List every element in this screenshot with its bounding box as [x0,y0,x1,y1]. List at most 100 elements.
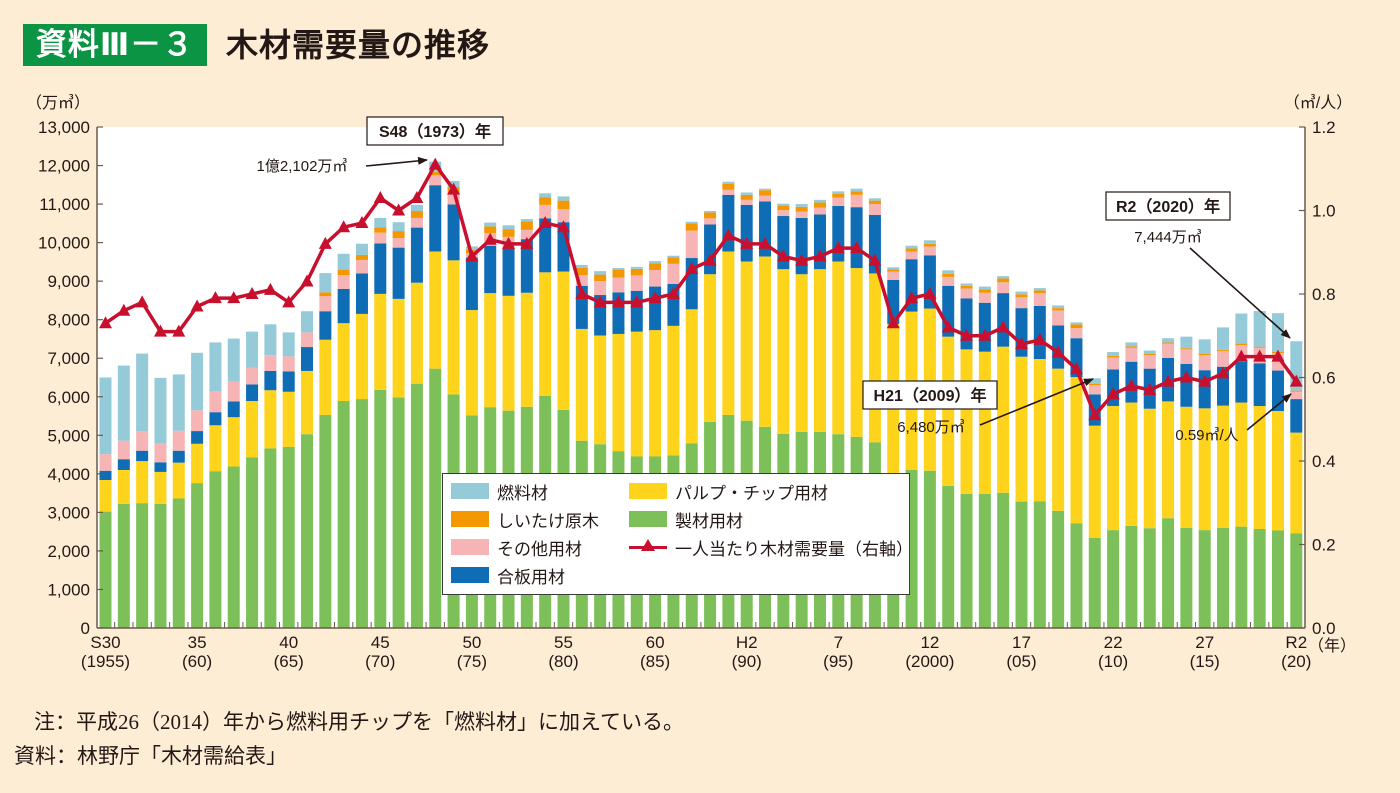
bar-segment-shiitake [612,269,625,278]
bar-stack-2019 [1271,313,1284,628]
bar-segment-fuel [575,264,588,268]
bar-segment-shiitake [429,171,442,176]
bar-segment-shiitake [337,269,350,275]
bar-segment-other [942,276,955,286]
bar-segment-pulp [795,274,808,432]
bar-segment-sawn [355,399,368,628]
bar-segment-fuel [777,203,790,206]
legend-swatch-fuel [451,483,489,499]
arrow-icon [1246,393,1292,431]
legend-item-shiitake: しいたけ原木 [451,509,599,531]
bar-segment-pulp [392,298,405,398]
bar-segment-shiitake [685,223,698,231]
bar-segment-other [1198,355,1211,371]
bar-segment-shiitake [905,248,918,252]
x-tick-label-era: 45 [371,633,390,652]
bar-segment-other [630,275,643,291]
bar-segment-plywood [1015,308,1028,357]
bar-segment-other [1143,355,1156,369]
bar-segment-pulp [1052,368,1065,511]
bar-segment-fuel [1235,313,1248,344]
bar-segment-pulp [154,471,167,504]
bar-segment-fuel [795,204,808,207]
bar-segment-other [136,431,149,451]
bar-segment-pulp [429,251,442,369]
bar-segment-fuel [557,196,570,201]
bar-segment-plywood [740,204,753,262]
bar-segment-sawn [1088,537,1101,628]
bar-stack-1959 [172,374,185,628]
per-capita-line-layer [99,157,1303,421]
bar-segment-pulp [1070,377,1083,524]
bar-segment-shiitake [355,254,368,260]
bar-segment-plywood [374,243,387,294]
bar-segment-sawn [978,493,991,628]
x-tick-label-era: 22 [1104,633,1123,652]
bar-segment-fuel [374,217,387,228]
y-right-tick-label: 0.2 [1312,536,1336,555]
legend-item-pulp: パルプ・チップ用材 [629,481,828,503]
x-tick-label-year: (65) [274,652,304,671]
bar-segment-shiitake [410,211,423,218]
bar-segment-pulp [722,251,735,415]
bar-segment-other [1217,350,1230,367]
bar-segment-shiitake [813,202,826,208]
bar-segment-plywood [99,470,112,481]
bar-segment-plywood [172,450,185,463]
per-capita-marker-1964 [263,282,277,295]
bar-segment-other [264,355,277,371]
bar-segment-shiitake [1198,353,1211,356]
bar-segment-pulp [117,469,130,504]
bar-segment-pulp [410,282,423,384]
bar-segment-plywood [337,288,350,324]
bar-segment-sawn [191,483,204,628]
bar-segment-plywood [1253,363,1266,407]
bar-segment-sawn [154,503,167,628]
bar-segment-fuel [997,276,1010,279]
bar-segment-sawn [319,414,332,628]
bar-segment-shiitake [557,200,570,210]
bar-segment-other [209,390,222,413]
per-capita-marker-2018 [1253,349,1267,362]
bar-segment-sawn [1271,530,1284,628]
bar-segment-sawn [1033,501,1046,628]
bar-segment-plywood [282,371,295,392]
bar-segment-pulp [1217,405,1230,528]
legend-line-triangle-icon [629,539,667,555]
per-capita-marker-1977 [502,236,516,249]
y-left-tick-label: 2,000 [47,542,90,561]
bar-segment-plywood [850,207,863,269]
bar-segment-other [1125,347,1138,362]
bar-stack-1963 [246,331,259,628]
bar-segment-fuel [282,332,295,357]
bar-stack-1967 [319,273,332,628]
per-capita-marker-1970 [373,190,387,203]
y-left-tick-label: 10,000 [38,234,90,253]
bar-segment-plywood [795,217,808,275]
x-tick-label-year: (95) [823,652,853,671]
bar-segment-shiitake [575,267,588,275]
bar-segment-pulp [1235,402,1248,527]
legend-item-fuel: 燃料材 [451,481,548,503]
bar-segment-pulp [832,261,845,435]
bar-segment-other [649,269,662,287]
x-tick-label-era: 12 [920,633,939,652]
bar-segment-fuel [1180,336,1193,349]
per-capita-marker-1965 [282,295,296,308]
bar-segment-plywood [136,450,149,462]
bar-stack-2001 [942,270,955,628]
bar-segment-plywood [227,401,240,418]
per-capita-marker-1988 [703,253,717,266]
bar-segment-fuel [630,266,643,269]
bar-segment-other [759,195,772,202]
legend-swatch-pulp [629,483,667,499]
bar-segment-pulp [282,391,295,447]
per-capita-marker-1980 [557,220,570,233]
annotation-box [366,116,504,146]
bar-segment-plywood [191,431,204,444]
legend-swatch-other [451,539,489,555]
bar-segment-pulp [1088,425,1101,538]
per-capita-marker-1969 [355,216,369,229]
per-capita-marker-1984 [630,295,644,308]
bar-segment-pulp [1162,401,1175,519]
